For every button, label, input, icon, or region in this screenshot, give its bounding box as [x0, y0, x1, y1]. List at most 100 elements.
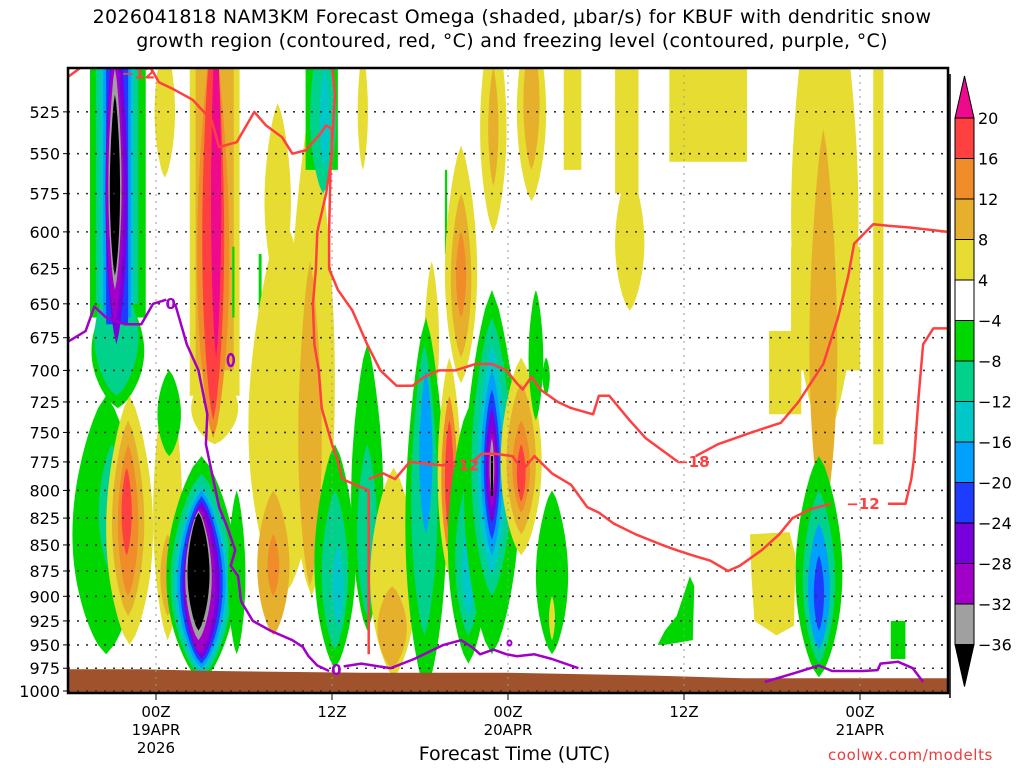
contour-lines: −12 −12 −18 −12 0 0 [68, 64, 948, 684]
colorbar-arrow-down [954, 644, 975, 687]
omega-region [813, 555, 825, 631]
y-tick-label: 800 [29, 481, 60, 500]
colorbar-swatch [954, 563, 975, 605]
omega-region [419, 370, 433, 535]
y-tick-label: 600 [29, 223, 60, 242]
y-tick-label: 825 [29, 509, 60, 528]
omega-region [298, 261, 322, 587]
colorbar-swatch [954, 239, 975, 281]
colorbar-tick-label: −28 [978, 555, 1012, 574]
omega-region [516, 444, 526, 502]
dgz-contour-line [471, 452, 832, 573]
colorbar-arrow-up [954, 75, 975, 119]
omega-region [549, 596, 555, 641]
colorbar-tick-label: 16 [978, 150, 998, 169]
y-tick-label: 900 [29, 587, 60, 606]
omega-region [455, 231, 467, 318]
omega-region [523, 68, 540, 170]
x-tick-label: 12Z [669, 703, 698, 721]
x-tick-label: 19APR [132, 721, 181, 739]
omega-region [769, 331, 802, 415]
colorbar-tick-label: 8 [978, 231, 988, 250]
chart-title-line2: growth region (contoured, red, °C) and f… [136, 30, 888, 52]
omega-region [444, 169, 448, 255]
x-tick-label: 2026 [137, 739, 175, 757]
y-tick-label: 1000 [19, 682, 60, 701]
omega-region [377, 586, 407, 669]
credit-link[interactable]: coolwx.com/modelts [828, 746, 993, 764]
colorbar-swatch [954, 441, 975, 483]
omega-region [488, 68, 499, 186]
freezing-level-label: 0 [165, 295, 175, 313]
freezing-level-line [764, 660, 925, 684]
x-tick-label: 12Z [317, 703, 346, 721]
colorbar-tick-label: 12 [978, 190, 998, 209]
omega-region [563, 68, 582, 170]
omega-region [535, 490, 569, 655]
x-tick-label: 00Z [141, 703, 170, 721]
dgz-contour-line [68, 68, 83, 78]
dgz-contour-line [149, 68, 370, 655]
freezing-level-line [506, 639, 513, 647]
y-tick-label: 925 [29, 612, 60, 631]
dgz-contour-line [368, 460, 456, 481]
freezing-level-line [226, 352, 236, 368]
colorbar-swatch [954, 320, 975, 362]
x-tick-label: 21APR [836, 721, 885, 739]
omega-region [890, 620, 906, 659]
y-tick-label: 950 [29, 636, 60, 655]
omega-region [258, 254, 262, 318]
omega-region [809, 128, 838, 524]
x-axis-label: Forecast Time (UTC) [418, 743, 611, 765]
colorbar-swatch [954, 401, 975, 443]
y-tick-label: 700 [29, 361, 60, 380]
omega-region [669, 68, 748, 162]
omega-region [357, 68, 368, 170]
x-tick-label: 00Z [845, 703, 874, 721]
x-tick-label: 00Z [493, 703, 522, 721]
omega-region [187, 512, 210, 631]
omega-region [657, 576, 695, 645]
omega-region [109, 94, 121, 276]
omega-region [490, 456, 494, 497]
omega-region [232, 246, 235, 318]
dgz-contour-line [887, 327, 948, 506]
colorbar-tick-label: −4 [978, 312, 1002, 331]
y-tick-label: 650 [29, 295, 60, 314]
freezing-level-label: 0 [331, 661, 341, 679]
colorbar-swatch [954, 360, 975, 402]
colorbar-tick-label: 20 [978, 109, 998, 128]
y-tick-label: 550 [29, 145, 60, 164]
omega-region [542, 357, 550, 396]
freezing-level-line [343, 638, 579, 670]
y-tick-label: 750 [29, 423, 60, 442]
y-tick-label: 525 [29, 103, 60, 122]
colorbar-swatch [954, 279, 975, 321]
colorbar-swatch [954, 117, 975, 159]
terrain [68, 669, 948, 693]
omega-region [615, 169, 645, 311]
y-tick-label: 850 [29, 536, 60, 555]
omega-region [121, 467, 132, 556]
colorbar-tick-label: −12 [978, 393, 1012, 412]
dgz-contour-label: −12 [122, 64, 155, 82]
dgz-contour-line [327, 68, 679, 463]
omega-region [873, 68, 884, 445]
omega-region [157, 370, 181, 457]
colorbar-tick-label: −24 [978, 514, 1012, 533]
dgz-contour-label: −12 [846, 495, 879, 513]
dgz-contour-label: −18 [676, 453, 709, 471]
colorbar-tick-label: 4 [978, 271, 988, 290]
colorbar-tick-label: −8 [978, 352, 1002, 371]
freezing-level-line [173, 303, 330, 673]
y-tick-label: 625 [29, 260, 60, 279]
colorbar-tick-label: −36 [978, 636, 1012, 655]
colorbar-tick-label: −20 [978, 474, 1012, 493]
y-tick-label: 875 [29, 562, 60, 581]
y-tick-label: 975 [29, 659, 60, 678]
y-tick-label: 675 [29, 329, 60, 348]
y-tick-label: 775 [29, 453, 60, 472]
x-tick-label: 20APR [484, 721, 533, 739]
